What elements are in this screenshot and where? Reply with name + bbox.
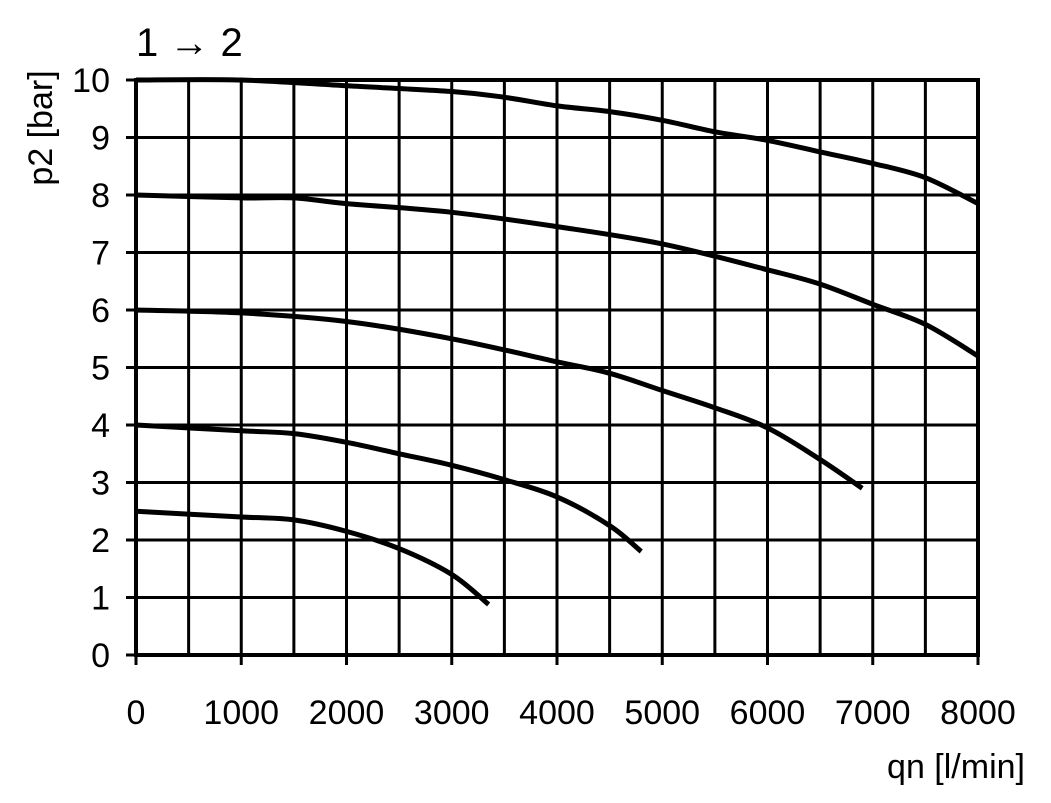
y-tick-label: 3: [91, 465, 110, 503]
y-tick-label: 0: [91, 637, 110, 675]
x-tick-label: 4000: [519, 694, 595, 732]
y-tick-label: 10: [72, 62, 110, 100]
x-axis-label: qn [l/min]: [887, 748, 1025, 786]
x-tick-label: 3000: [414, 694, 490, 732]
y-tick-label: 1: [91, 580, 110, 618]
grid: [134, 78, 980, 657]
y-tick-label: 8: [91, 177, 110, 215]
x-tick-label: 6000: [730, 694, 806, 732]
y-tick-label: 7: [91, 235, 110, 273]
pressure-curves: [135, 77, 980, 607]
x-tick-label: 7000: [835, 694, 911, 732]
x-tick-label: 8000: [940, 694, 1016, 732]
x-tick-label: 5000: [624, 694, 700, 732]
x-tick-label: 2000: [309, 694, 385, 732]
x-tick-label: 1000: [203, 694, 279, 732]
y-axis-ticks: 0 1 2 3 4 5 6 7 8 9 10: [72, 62, 136, 675]
chart-title: 1 → 2: [136, 21, 243, 65]
y-tick-label: 4: [91, 407, 110, 445]
y-tick-label: 6: [91, 292, 110, 330]
y-tick-label: 9: [91, 120, 110, 158]
x-axis-ticks: 0 1000 2000 3000 4000 5000 6000 7000 8000: [127, 655, 1016, 732]
y-tick-label: 5: [91, 350, 110, 388]
series-line-5: [135, 508, 491, 607]
series-line-1: [135, 77, 980, 206]
x-tick-label: 0: [127, 694, 146, 732]
series-line-4: [135, 422, 643, 554]
series-line-2: [135, 192, 980, 359]
y-axis-label: p2 [bar]: [22, 70, 60, 185]
y-tick-label: 2: [91, 522, 110, 560]
series-line-3: [135, 307, 864, 491]
